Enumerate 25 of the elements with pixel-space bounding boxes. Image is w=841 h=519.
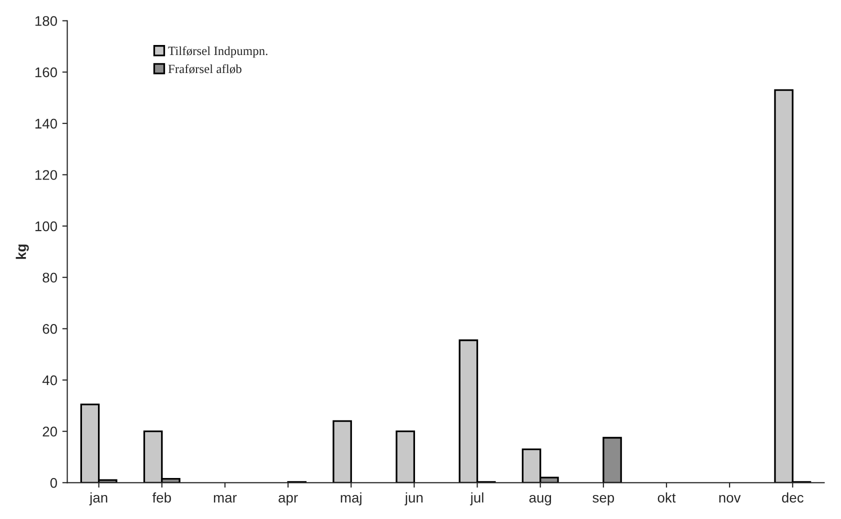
x-tick-label: feb [152,492,171,503]
x-tick-label: jul [470,492,484,506]
y-tick-label: 160 [35,67,58,78]
y-tick-label: 0 [50,478,58,488]
x-tick-label: jan [89,492,108,506]
y-tick-label: 80 [42,272,58,283]
x-tick-label: aug [529,494,552,506]
y-tick-label: 140 [35,118,58,129]
x-tick-label: mar [214,494,237,503]
x-tick-label: nov [719,494,741,503]
x-tick-label: apr [278,494,298,506]
x-tick-label: sep [592,494,614,506]
y-tick-label: 180 [35,16,58,26]
x-tick-label: maj [340,492,362,506]
legend-label: Tilførsel Indpumpn. [168,46,268,58]
y-tick-label: 20 [42,426,58,437]
x-tick-label: jun [404,492,423,506]
y-tick-label: 100 [35,221,58,232]
legend-label: Fraførsel afløb [168,64,242,74]
y-tick-label: 120 [35,170,58,180]
x-tick-label: dec [782,492,804,503]
y-tick-label: 60 [42,324,58,334]
y-axis-title: kg [16,244,29,259]
x-tick-label: okt [658,492,676,503]
y-tick-label: 40 [42,375,58,386]
